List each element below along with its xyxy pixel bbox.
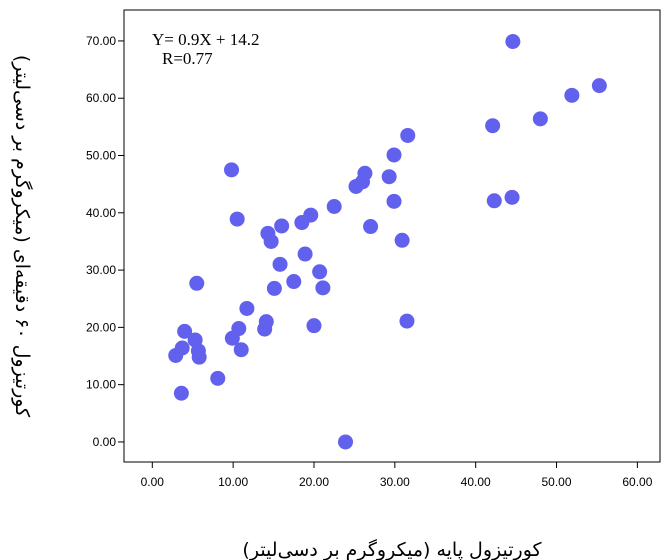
data-point xyxy=(233,342,249,358)
data-point xyxy=(210,370,226,386)
data-point xyxy=(306,318,322,334)
x-tick-label: 60.00 xyxy=(622,475,652,489)
data-point xyxy=(258,314,274,330)
x-tick-label: 10.00 xyxy=(218,475,248,489)
y-tick-label: 0.00 xyxy=(93,435,117,449)
data-point xyxy=(177,323,193,339)
y-tick-label: 40.00 xyxy=(86,206,116,220)
regression-equation: Y= 0.9X + 14.2 xyxy=(152,30,259,49)
data-point xyxy=(532,111,548,127)
y-tick-label: 70.00 xyxy=(86,34,116,48)
data-point xyxy=(231,321,247,337)
plot-frame xyxy=(123,9,661,463)
data-point xyxy=(485,118,501,134)
data-point xyxy=(381,169,397,185)
data-point xyxy=(189,275,205,291)
x-tick-label: 30.00 xyxy=(380,475,410,489)
data-point xyxy=(386,193,402,209)
data-point xyxy=(504,189,520,205)
data-point xyxy=(400,127,416,143)
data-point xyxy=(239,300,255,316)
data-point xyxy=(363,219,379,235)
data-point xyxy=(266,280,282,296)
data-point xyxy=(303,207,319,223)
data-point xyxy=(394,232,410,248)
data-point xyxy=(224,162,240,178)
y-tick-label: 10.00 xyxy=(86,378,116,392)
data-point xyxy=(326,198,342,214)
data-point xyxy=(564,87,580,103)
data-point xyxy=(357,165,373,181)
data-point xyxy=(191,349,207,365)
x-tick-label: 20.00 xyxy=(299,475,329,489)
data-point xyxy=(263,233,279,249)
y-tick-label: 30.00 xyxy=(86,263,116,277)
data-point xyxy=(591,78,607,94)
x-axis-ticks: 0.00 10.00 20.00 30.00 40.00 50.00 60.00 xyxy=(141,462,653,489)
x-tick-label: 50.00 xyxy=(542,475,572,489)
data-point xyxy=(386,147,402,163)
data-point xyxy=(399,313,415,329)
x-axis-title: کورتیزول پایه (میکروگرم بر دسی‌لیتر) xyxy=(242,538,542,560)
data-point xyxy=(274,218,290,234)
data-point xyxy=(272,256,288,272)
data-point xyxy=(505,34,521,50)
data-point xyxy=(486,193,502,209)
data-point xyxy=(173,385,189,401)
x-tick-label: 40.00 xyxy=(461,475,491,489)
data-point xyxy=(286,274,302,290)
data-points xyxy=(168,34,607,450)
x-tick-label: 0.00 xyxy=(141,475,165,489)
y-tick-label: 50.00 xyxy=(86,149,116,163)
data-point xyxy=(338,434,354,450)
y-tick-label: 60.00 xyxy=(86,91,116,105)
data-point xyxy=(297,246,313,262)
y-tick-label: 20.00 xyxy=(86,320,116,334)
data-point xyxy=(229,211,245,227)
data-point xyxy=(315,280,331,296)
y-axis-title: کورتیزول ۶۰ دقیقه‌ای (میکروگرم بر دسی‌لی… xyxy=(11,55,34,418)
data-point xyxy=(312,264,328,280)
y-axis-ticks: 0.00 10.00 20.00 30.00 40.00 50.00 60.00 70.00 xyxy=(86,34,124,449)
data-point xyxy=(174,340,190,356)
correlation-coefficient: R=0.77 xyxy=(162,49,213,68)
